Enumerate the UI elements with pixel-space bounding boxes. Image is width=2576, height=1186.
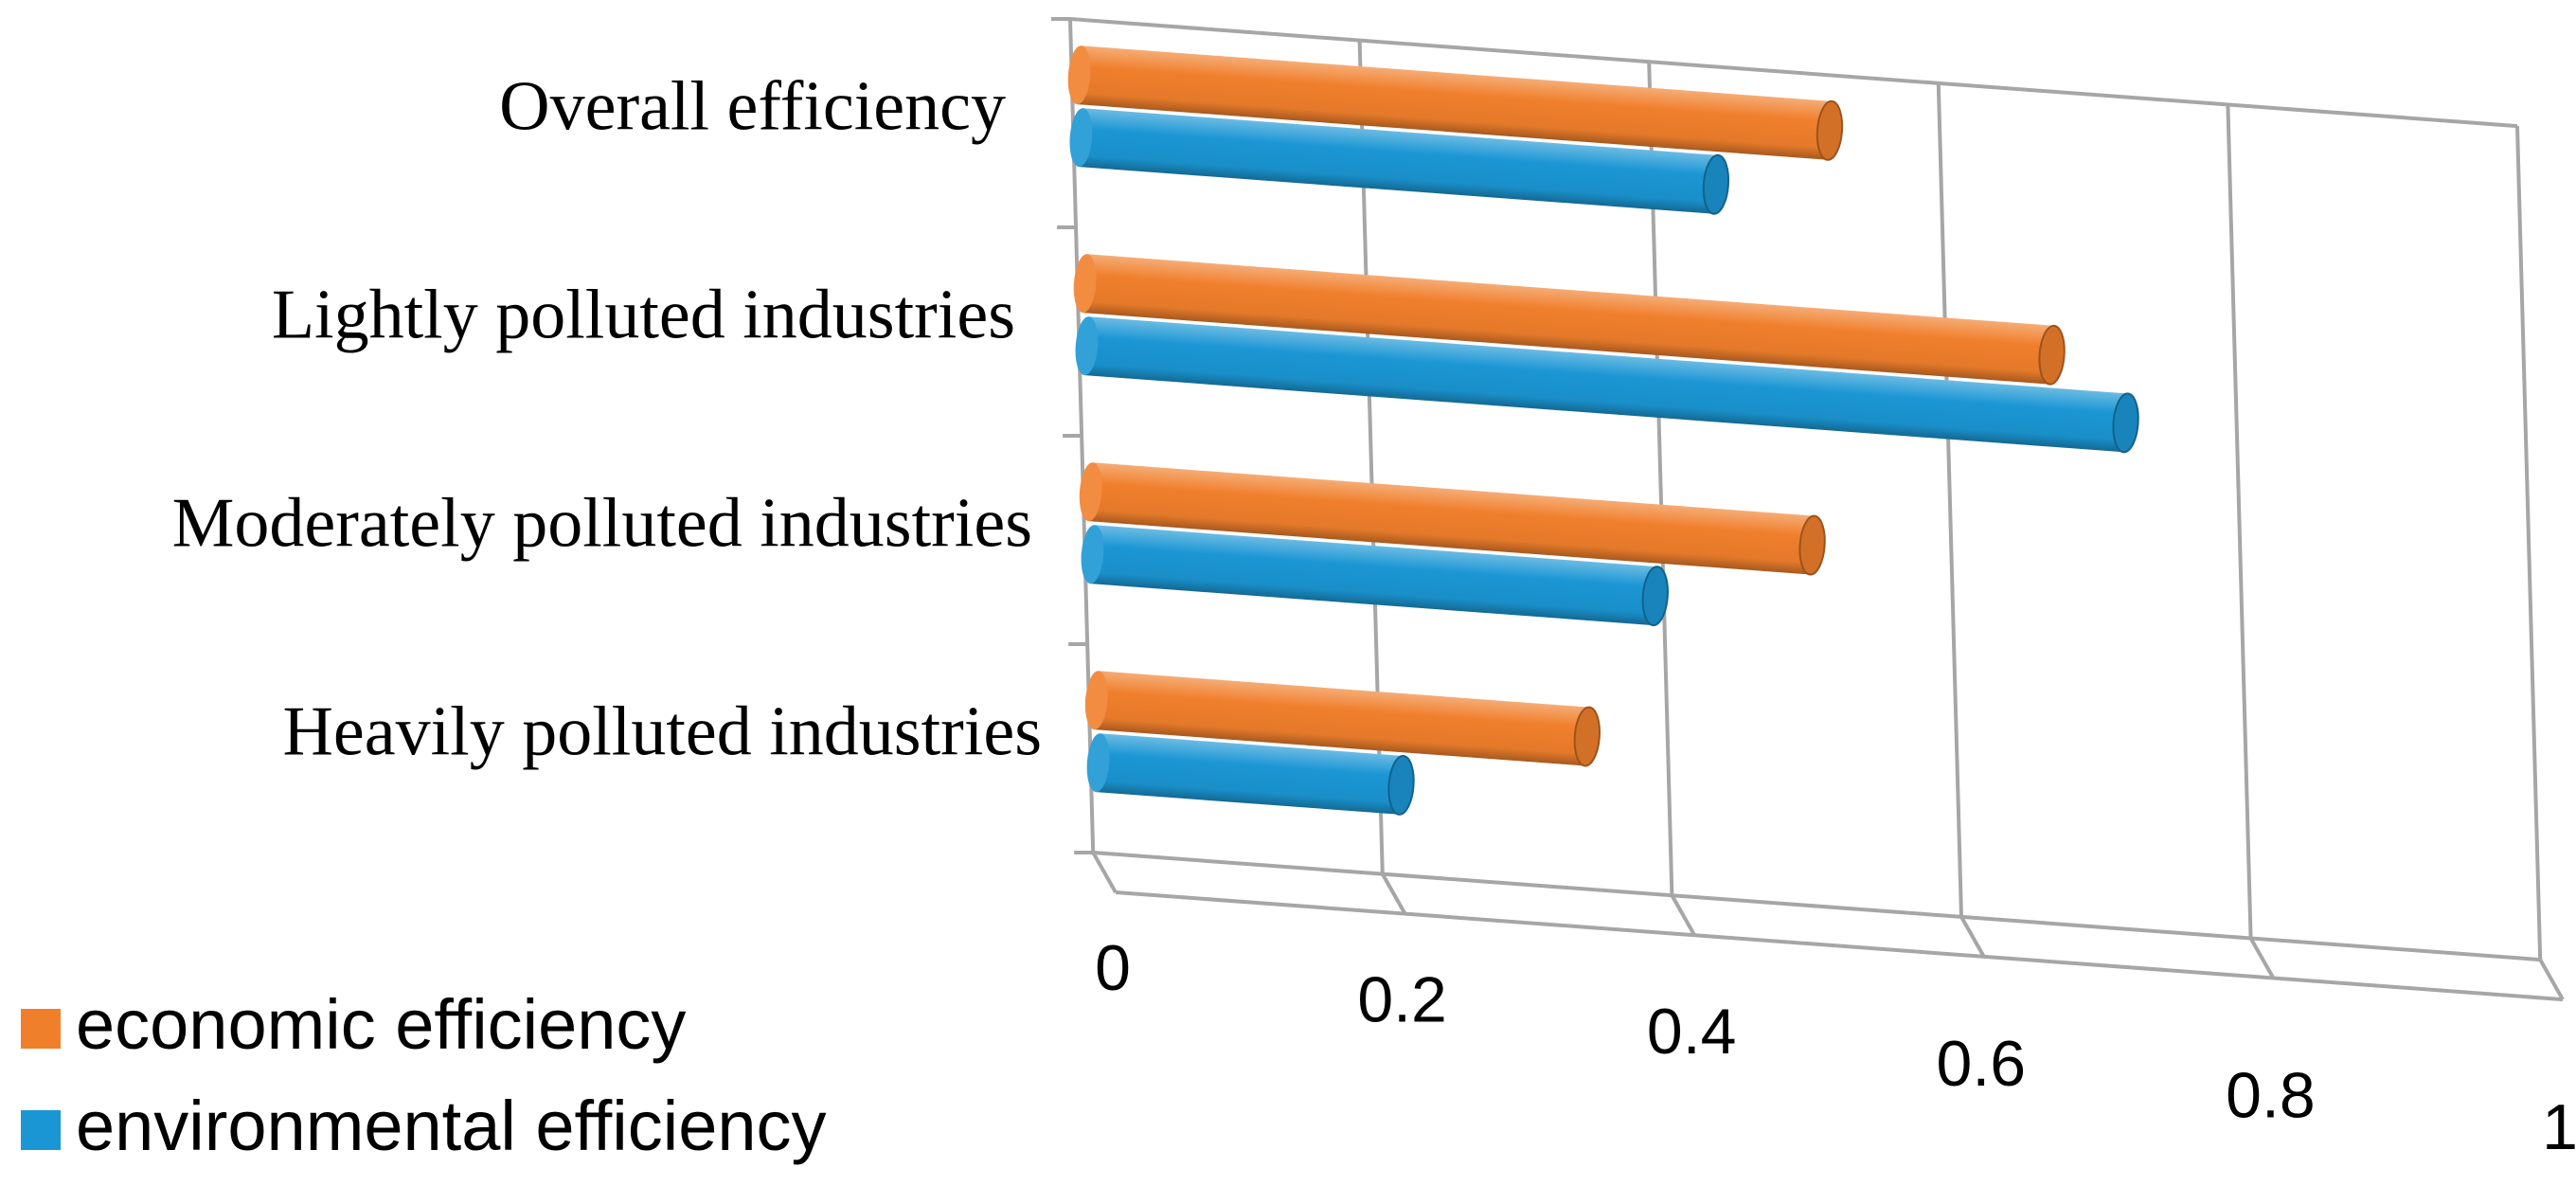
category-label: Overall efficiency [499, 68, 1006, 146]
bar-end-cap [1641, 566, 1669, 627]
bar-start-cap [1084, 671, 1108, 730]
bar-start-cap [1075, 316, 1099, 376]
floor-depth-line [1670, 894, 1696, 937]
bar-start-cap [1079, 462, 1102, 522]
gridline [2515, 126, 2543, 961]
gridline [1936, 82, 1963, 917]
bar-environmental-efficiency-moderately-polluted-industries [1081, 525, 1669, 627]
bars [1067, 45, 2139, 816]
bar-body [1096, 733, 1404, 815]
category-labels: Overall efficiency Lightly polluted indus… [172, 68, 1042, 771]
gridline [2226, 104, 2253, 939]
bar-body [1090, 525, 1658, 626]
floor-depth-line [1959, 915, 1986, 958]
x-tick-labels: 0 0.2 0.4 0.6 0.8 1 [1095, 932, 2576, 1163]
bar-start-cap [1086, 733, 1110, 793]
bar-economic-efficiency-lightly-polluted-industries [1073, 254, 2066, 386]
bar-end-cap [1798, 514, 1826, 576]
bar-body [1084, 316, 2128, 453]
bar-economic-efficiency-overall-efficiency [1067, 45, 1844, 161]
bar-end-cap [1387, 754, 1415, 816]
bar-environmental-efficiency-lightly-polluted-industries [1075, 316, 2139, 454]
bar-body [1088, 462, 1815, 575]
floor-depth-line [2248, 937, 2276, 979]
bar-economic-efficiency-moderately-polluted-industries [1079, 462, 1826, 576]
x-axis-line [1115, 890, 2564, 1002]
x-tick-label: 0.6 [1937, 1028, 2027, 1100]
category-separators [1051, 17, 1094, 854]
category-label: Moderately polluted industries [172, 485, 1032, 563]
bar-environmental-efficiency-overall-efficiency [1069, 108, 1730, 215]
bar-start-cap [1067, 45, 1091, 105]
bar-end-cap [1816, 99, 1844, 161]
bar-body [1094, 671, 1590, 766]
legend: economic efficiency environmental efficie… [21, 985, 827, 1165]
legend-swatch [21, 1009, 61, 1049]
bar-economic-efficiency-heavily-polluted-industries [1084, 671, 1601, 767]
bar-end-cap [2038, 324, 2066, 386]
floor-depth-line [1381, 872, 1407, 915]
bar-body [1079, 108, 1719, 214]
x-tick-label: 0.4 [1647, 996, 1737, 1068]
x-tick-label: 0.8 [2226, 1059, 2316, 1131]
bar-end-cap [1573, 706, 1601, 767]
legend-swatch [21, 1110, 61, 1150]
category-label: Lightly polluted industries [272, 277, 1015, 354]
bar-end-cap [1702, 153, 1730, 215]
x-tick-label: 0 [1095, 932, 1131, 1004]
x-tick-label: 1 [2542, 1091, 2576, 1163]
bar-start-cap [1073, 254, 1097, 314]
bar-end-cap [2112, 392, 2139, 454]
bar-body [1077, 45, 1833, 160]
legend-label: environmental efficiency [76, 1087, 827, 1165]
floor-depth-line [1091, 852, 1118, 893]
back-wall-top-edge [1069, 17, 2518, 129]
category-label: Heavily polluted industries [282, 693, 1042, 771]
floor-back-edge [1093, 851, 2541, 962]
x-tick-label: 0.2 [1357, 964, 1447, 1036]
bar-environmental-efficiency-heavily-polluted-industries [1086, 733, 1415, 816]
floor-depth-line [2538, 959, 2565, 1001]
floor [1091, 851, 2565, 1002]
bar-start-cap [1081, 525, 1104, 584]
bar-start-cap [1069, 108, 1093, 168]
legend-label: economic efficiency [76, 985, 686, 1064]
bar-body [1082, 254, 2054, 385]
